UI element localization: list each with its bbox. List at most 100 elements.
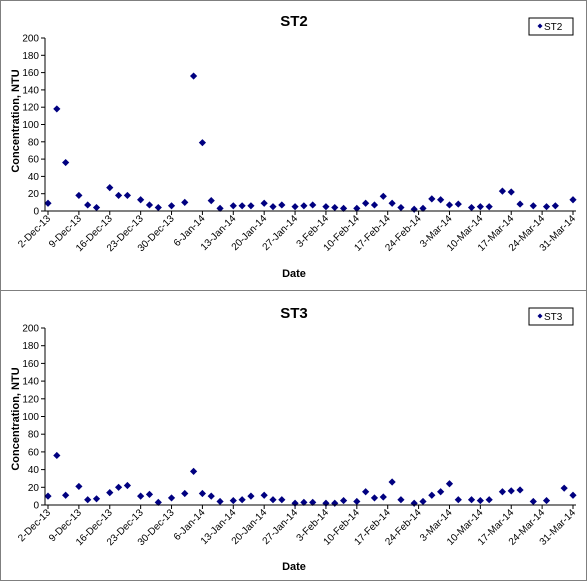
y-tick-label: 80: [28, 430, 40, 441]
data-point: [529, 202, 537, 210]
x-axis-label: Date: [282, 268, 306, 280]
data-point: [260, 199, 268, 207]
data-point: [379, 192, 387, 200]
y-tick-label: 100: [22, 412, 39, 423]
data-point: [114, 191, 123, 200]
data-point: [181, 198, 189, 206]
data-point: [437, 488, 445, 496]
y-axis-label: Concentration, NTU: [10, 367, 22, 470]
data-point: [207, 197, 215, 205]
x-tick-label: 2-Dec-13: [16, 213, 53, 250]
data-point: [322, 499, 330, 507]
data-point: [167, 202, 176, 210]
data-point: [388, 478, 396, 486]
data-point: [291, 499, 299, 507]
data-point: [445, 480, 454, 488]
y-tick-label: 60: [28, 447, 40, 458]
y-tick-label: 20: [28, 189, 40, 200]
data-point: [216, 497, 224, 506]
data-point: [84, 496, 92, 504]
data-point: [476, 203, 484, 211]
data-point: [198, 139, 207, 147]
data-point: [106, 489, 114, 497]
data-point: [75, 482, 83, 491]
data-point: [445, 201, 454, 209]
data-point: [428, 491, 436, 499]
data-point: [269, 496, 277, 504]
y-tick-label: 180: [22, 51, 39, 62]
data-point: [260, 491, 268, 499]
legend-marker: [537, 313, 543, 319]
y-tick-label: 60: [28, 155, 40, 166]
data-point: [137, 196, 145, 204]
data-point: [84, 201, 92, 209]
data-point: [137, 492, 145, 500]
data-point: [331, 499, 339, 507]
legend-box: [528, 17, 574, 36]
data-point: [467, 496, 476, 504]
axes: [44, 328, 576, 506]
data-point: [269, 203, 277, 211]
data-point: [379, 493, 387, 501]
data-point: [322, 203, 330, 211]
data-point: [507, 188, 515, 196]
y-tick-label: 80: [28, 137, 40, 148]
data-point: [516, 200, 524, 208]
data-point: [560, 484, 568, 492]
y-tick-label: 200: [22, 34, 39, 45]
legend-marker: [537, 23, 543, 29]
data-point: [362, 488, 370, 496]
data-point: [362, 199, 370, 207]
y-tick-label: 160: [22, 68, 39, 79]
x-axis-label: Date: [282, 561, 306, 573]
data-point: [247, 492, 255, 500]
data-point: [229, 202, 237, 210]
y-tick-label: 100: [22, 120, 39, 131]
x-tick-label: 2-Dec-13: [16, 507, 53, 544]
data-point: [419, 204, 427, 213]
data-point: [339, 204, 348, 213]
data-point: [507, 487, 515, 495]
legend-label: ST3: [544, 312, 563, 323]
data-point: [92, 495, 101, 503]
data-point: [216, 204, 224, 213]
data-point: [291, 203, 299, 211]
data-point: [123, 481, 132, 490]
data-point: [454, 496, 462, 504]
data-point: [419, 497, 427, 506]
data-point: [145, 490, 154, 498]
data-point: [114, 483, 123, 491]
y-tick-label: 20: [28, 483, 40, 494]
y-tick-label: 140: [22, 377, 39, 388]
data-point: [397, 496, 405, 504]
data-point: [437, 196, 445, 204]
data-point: [410, 205, 418, 213]
legend-box: [528, 307, 574, 326]
chart-panel-st3: ST3 Concentration, NTU Date ST3 0 20 40 60 8…: [0, 290, 587, 581]
data-point: [106, 184, 114, 192]
y-tick-label: 140: [22, 85, 39, 96]
data-point: [189, 72, 198, 80]
data-point: [238, 202, 246, 210]
data-point: [388, 199, 396, 207]
data-point: [167, 494, 176, 502]
data-point: [397, 203, 405, 212]
y-tick-label: 0: [33, 207, 39, 218]
data-point: [551, 202, 559, 210]
data-point: [569, 196, 577, 204]
y-tick-label: 40: [28, 465, 40, 476]
data-point: [44, 199, 52, 207]
y-tick-label: 200: [22, 324, 39, 335]
data-point: [181, 489, 189, 498]
y-tick-label: 160: [22, 359, 39, 370]
data-point: [542, 203, 551, 211]
data-point: [428, 195, 436, 203]
chart-st3: ST3 Concentration, NTU Date ST3 0 20 40 60 8…: [10, 305, 578, 573]
data-point: [516, 486, 524, 494]
data-point: [154, 203, 162, 212]
data-point: [238, 496, 246, 504]
legend: ST2: [528, 17, 574, 36]
data-point: [485, 203, 493, 211]
data-point: [309, 201, 317, 209]
data-point: [278, 496, 286, 504]
